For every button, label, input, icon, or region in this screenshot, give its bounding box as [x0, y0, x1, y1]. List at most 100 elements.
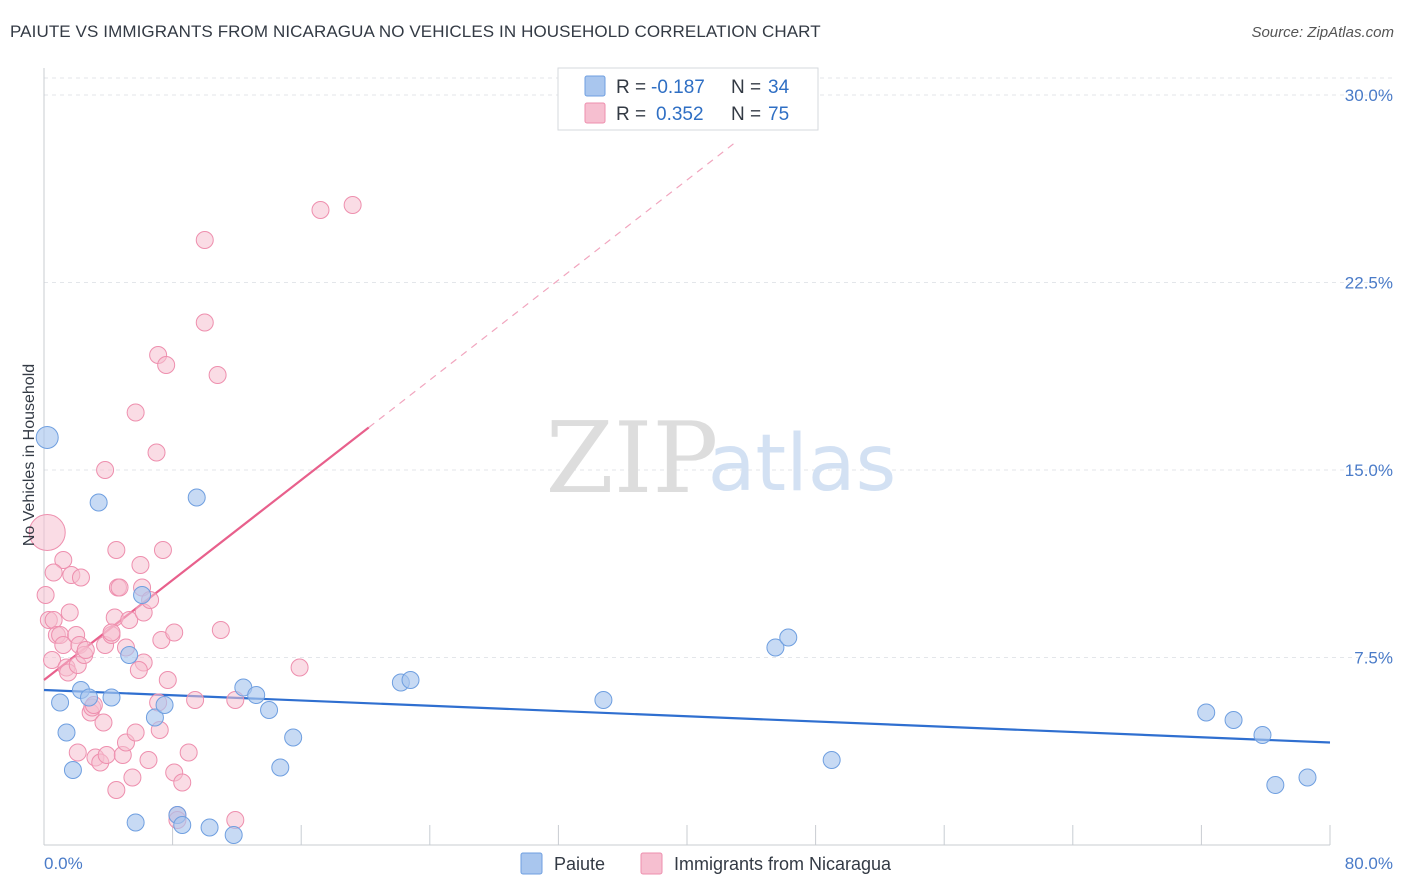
- point-paiute: [200, 818, 219, 837]
- legend-r-label-2: R =: [616, 104, 646, 125]
- legend-r-value-2: 0.352: [656, 104, 704, 125]
- point-paiute: [120, 646, 139, 664]
- point-nicaragua: [131, 556, 150, 574]
- point-nicaragua: [179, 743, 198, 762]
- point-nicaragua: [107, 541, 126, 559]
- x-tick-label-min: 0.0%: [44, 854, 83, 873]
- bottom-legend-swatch-nicaragua: [640, 852, 663, 875]
- point-nicaragua: [76, 641, 95, 659]
- point-nicaragua: [129, 661, 148, 679]
- point-paiute: [89, 493, 108, 512]
- point-paiute: [822, 751, 841, 769]
- legend-n-value-1: 34: [768, 77, 790, 98]
- point-paiute: [145, 708, 164, 727]
- point-paiute: [80, 688, 99, 707]
- source-label: Source: ZipAtlas.com: [1251, 24, 1394, 41]
- bottom-legend-label-nicaragua: Immigrants from Nicaragua: [674, 854, 892, 874]
- point-paiute: [1266, 776, 1285, 794]
- point-paiute: [1298, 768, 1317, 787]
- point-nicaragua: [343, 196, 362, 214]
- point-paiute: [57, 723, 76, 742]
- point-nicaragua: [120, 611, 139, 629]
- point-nicaragua: [208, 366, 227, 384]
- point-nicaragua: [68, 743, 87, 762]
- point-paiute: [187, 488, 206, 507]
- point-nicaragua: [211, 621, 230, 639]
- point-paiute: [1224, 711, 1243, 729]
- point-nicaragua: [186, 691, 205, 709]
- point-nicaragua: [97, 746, 116, 764]
- point-nicaragua: [44, 563, 63, 582]
- stats-legend: R = -0.187 N = 34 R = 0.352 N = 75: [557, 67, 819, 131]
- point-nicaragua: [290, 658, 309, 677]
- y-tick-labels: 7.5% 15.0% 22.5% 30.0%: [1345, 86, 1393, 668]
- point-nicaragua: [107, 781, 126, 799]
- point-nicaragua: [44, 611, 63, 629]
- point-nicaragua: [110, 578, 129, 597]
- chart-title: PAIUTE VS IMMIGRANTS FROM NICARAGUA NO V…: [10, 22, 821, 41]
- legend-n-value-2: 75: [768, 104, 789, 125]
- point-nicaragua: [96, 461, 115, 479]
- trend-line-nicaragua-extension: [368, 142, 736, 428]
- series-legend: Paiute Immigrants from Nicaragua: [520, 852, 892, 875]
- point-nicaragua: [28, 514, 66, 551]
- point-paiute: [224, 826, 243, 844]
- gridlines: [44, 77, 1392, 658]
- point-nicaragua: [158, 671, 177, 689]
- y-tick-label: 22.5%: [1345, 274, 1393, 293]
- point-nicaragua: [71, 568, 90, 587]
- point-nicaragua: [36, 586, 55, 604]
- point-nicaragua: [311, 201, 330, 219]
- point-paiute: [133, 586, 152, 604]
- point-paiute: [247, 686, 266, 704]
- bottom-legend-swatch-paiute: [520, 852, 543, 875]
- point-nicaragua: [139, 751, 158, 769]
- legend-n-label-1: N =: [731, 77, 761, 98]
- y-tick-label: 7.5%: [1354, 649, 1393, 668]
- point-paiute: [35, 426, 59, 449]
- point-paiute: [1197, 703, 1216, 722]
- point-paiute: [401, 671, 420, 689]
- point-nicaragua: [123, 768, 142, 787]
- x-tick-label-max: 80.0%: [1345, 854, 1393, 873]
- point-paiute: [260, 701, 279, 719]
- point-nicaragua: [195, 313, 214, 332]
- point-paiute: [766, 638, 785, 657]
- point-paiute: [102, 688, 121, 707]
- axes: [43, 68, 1331, 846]
- point-paiute: [155, 696, 174, 714]
- point-paiute: [284, 728, 303, 747]
- point-paiute: [1253, 726, 1272, 744]
- watermark-zip: ZIP: [546, 402, 719, 516]
- legend-r-label-1: R =: [616, 77, 646, 98]
- point-paiute: [126, 813, 145, 832]
- legend-r-value-1: -0.187: [651, 77, 705, 98]
- point-nicaragua: [226, 811, 245, 829]
- point-paiute: [63, 761, 82, 779]
- y-tick-label: 30.0%: [1345, 86, 1393, 105]
- legend-swatch-paiute: [584, 75, 606, 97]
- point-nicaragua: [157, 356, 176, 374]
- point-nicaragua: [102, 623, 121, 642]
- point-nicaragua: [54, 551, 73, 569]
- point-nicaragua: [153, 541, 172, 559]
- watermark-atlas: atlas: [708, 419, 897, 509]
- point-nicaragua: [195, 231, 214, 249]
- point-nicaragua: [173, 773, 192, 792]
- trend-line-nicaragua: [43, 426, 370, 681]
- bottom-legend-label-paiute: Paiute: [554, 854, 605, 874]
- point-paiute: [594, 691, 613, 709]
- point-nicaragua: [126, 723, 145, 742]
- point-nicaragua: [147, 443, 166, 462]
- y-tick-label: 15.0%: [1345, 461, 1393, 480]
- point-nicaragua: [126, 403, 145, 422]
- point-nicaragua: [60, 603, 79, 622]
- point-nicaragua: [94, 713, 113, 732]
- point-paiute: [51, 693, 70, 712]
- point-paiute: [271, 758, 290, 777]
- y-axis-label: No Vehicles in Household: [21, 364, 38, 546]
- point-nicaragua: [165, 623, 184, 642]
- point-paiute: [173, 816, 192, 834]
- watermark: ZIP atlas: [546, 402, 897, 516]
